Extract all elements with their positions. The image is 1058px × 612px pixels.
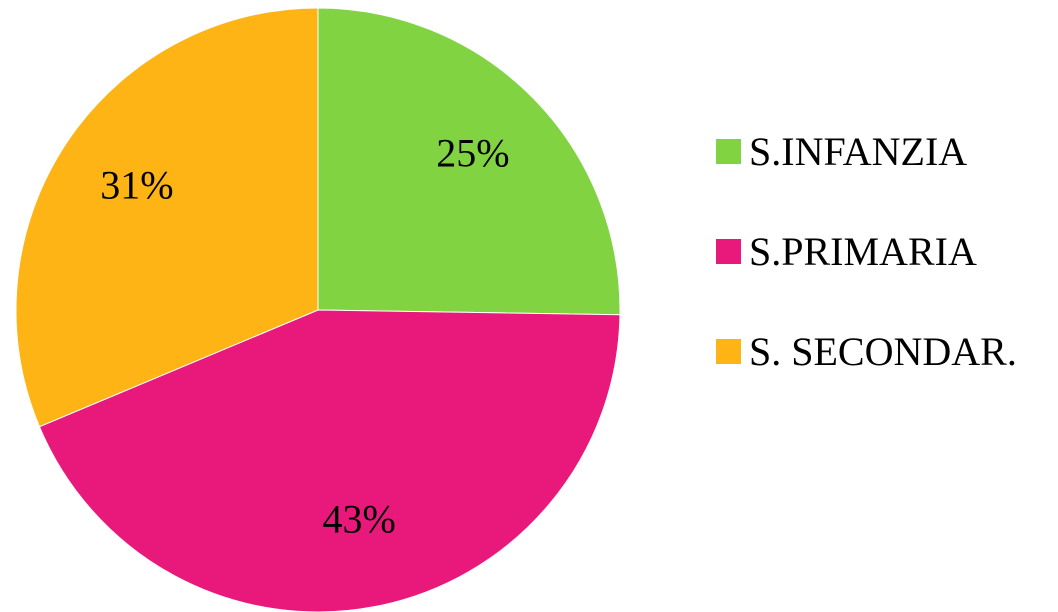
data-label: 43% [322, 497, 395, 542]
legend-swatch [716, 139, 741, 164]
legend-item: S. SECONDAR. [716, 330, 1046, 374]
legend-item: S.INFANZIA [716, 130, 1046, 174]
pie-slice [38, 309, 621, 612]
legend-label: S. SECONDAR. [749, 329, 1017, 374]
legend-swatch [716, 239, 741, 264]
pie-slice [15, 7, 319, 428]
data-label: 25% [436, 131, 509, 176]
legend-item: S.PRIMARIA [716, 230, 1046, 274]
legend-label: S.PRIMARIA [749, 229, 977, 274]
legend-label: S.INFANZIA [749, 129, 968, 174]
legend-swatch [716, 339, 741, 364]
pie-slice [317, 7, 621, 316]
data-label: 31% [100, 163, 173, 208]
legend: S.INFANZIA S.PRIMARIA S. SECONDAR. [716, 130, 1046, 430]
